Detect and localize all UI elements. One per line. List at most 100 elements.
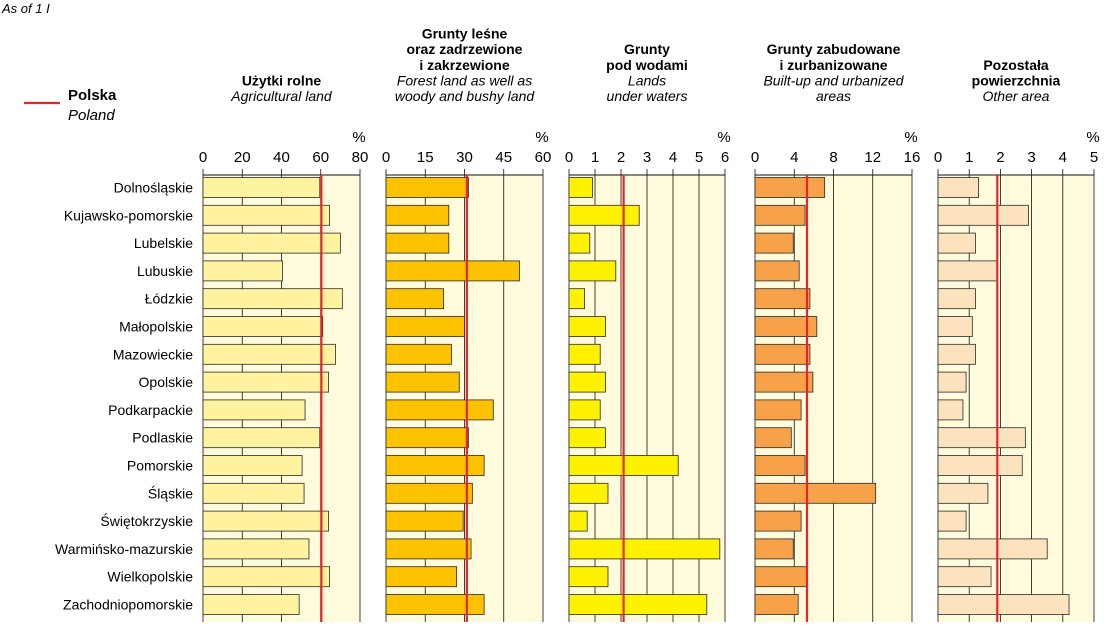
panel-subtitle: Built-up and urbanized bbox=[763, 72, 904, 88]
legend-title: Polska bbox=[68, 87, 117, 104]
bar-3-4 bbox=[568, 260, 617, 282]
bar-4-9 bbox=[754, 399, 802, 421]
bar-2-15 bbox=[385, 566, 458, 588]
bar-5-8 bbox=[937, 371, 967, 393]
bar-1-15 bbox=[202, 566, 330, 588]
tick-label: 45 bbox=[495, 149, 512, 166]
region-label: Świętokrzyskie bbox=[100, 512, 193, 529]
tick-label: 20 bbox=[234, 149, 251, 166]
unit-label: % bbox=[717, 129, 730, 146]
bar-1-2 bbox=[202, 204, 330, 226]
bar-3-10 bbox=[568, 427, 606, 449]
region-label: Łódzkie bbox=[145, 291, 193, 307]
panel-subtitle: Agricultural land bbox=[230, 88, 333, 104]
tick-label: 4 bbox=[790, 149, 798, 166]
panel-subtitle: Forest land as well as bbox=[397, 72, 532, 88]
tick-label: 2 bbox=[617, 149, 625, 166]
bar-5-9 bbox=[937, 399, 964, 421]
bar-2-12 bbox=[385, 482, 473, 504]
panel-subtitle: areas bbox=[816, 88, 851, 104]
bar-1-3 bbox=[202, 232, 341, 254]
panel-title: Grunty zabudowane bbox=[767, 41, 901, 57]
region-label: Małopolskie bbox=[119, 319, 193, 335]
bar-1-1 bbox=[202, 177, 321, 198]
bar-3-9 bbox=[568, 399, 601, 421]
unit-label: % bbox=[352, 129, 365, 146]
bar-5-4 bbox=[937, 260, 998, 282]
panel-title: Użytki rolne bbox=[242, 72, 322, 88]
bar-1-13 bbox=[202, 510, 329, 532]
tick-label: 60 bbox=[535, 149, 552, 166]
bar-2-3 bbox=[385, 232, 450, 254]
bar-4-5 bbox=[754, 288, 811, 310]
bar-3-7 bbox=[568, 343, 601, 365]
tick-label: 3 bbox=[1027, 149, 1035, 166]
panel-title: i zakrzewione bbox=[419, 57, 509, 73]
bar-3-8 bbox=[568, 371, 606, 393]
region-label: Lubelskie bbox=[134, 235, 193, 251]
bar-4-2 bbox=[754, 204, 806, 226]
region-label: Dolnośląskie bbox=[114, 180, 194, 196]
bar-5-12 bbox=[937, 482, 989, 504]
unit-label: % bbox=[1086, 129, 1099, 146]
tick-label: 2 bbox=[996, 149, 1004, 166]
tick-label: 5 bbox=[1090, 149, 1098, 166]
tick-label: 0 bbox=[382, 149, 390, 166]
bar-3-12 bbox=[568, 482, 609, 504]
tick-label: 30 bbox=[456, 149, 473, 166]
bar-2-5 bbox=[385, 288, 444, 310]
bar-1-7 bbox=[202, 343, 336, 365]
panel-title: Grunty leśne bbox=[422, 26, 508, 42]
bar-5-1 bbox=[937, 177, 979, 198]
bar-2-8 bbox=[385, 371, 460, 393]
bar-1-4 bbox=[202, 260, 283, 282]
bar-5-11 bbox=[937, 455, 1023, 476]
bar-3-1 bbox=[568, 177, 593, 198]
legend-subtitle: Poland bbox=[68, 107, 115, 124]
bar-4-6 bbox=[754, 316, 818, 337]
bar-1-9 bbox=[202, 399, 306, 421]
tick-label: 5 bbox=[695, 149, 703, 166]
unit-label: % bbox=[535, 129, 548, 146]
bar-3-14 bbox=[568, 538, 721, 560]
region-label: Warmińsko-mazurskie bbox=[55, 541, 193, 557]
region-label: Lubuskie bbox=[137, 263, 193, 279]
bar-5-2 bbox=[937, 204, 1029, 226]
region-label: Kujawsko-pomorskie bbox=[64, 207, 193, 223]
tick-label: 0 bbox=[751, 149, 759, 166]
bar-3-6 bbox=[568, 316, 606, 337]
tick-label: 60 bbox=[312, 149, 329, 166]
bar-4-1 bbox=[754, 177, 826, 198]
bar-4-8 bbox=[754, 371, 814, 393]
bar-1-14 bbox=[202, 538, 310, 560]
panel-title: i zurbanizowane bbox=[779, 57, 887, 73]
region-label: Zachodniopomorskie bbox=[63, 597, 193, 613]
region-label: Opolskie bbox=[139, 374, 194, 390]
tick-label: 40 bbox=[273, 149, 290, 166]
tick-label: 0 bbox=[199, 149, 207, 166]
bar-3-13 bbox=[568, 510, 588, 532]
panel-title: Grunty bbox=[624, 41, 670, 57]
bar-4-3 bbox=[754, 232, 794, 254]
tick-label: 4 bbox=[1059, 149, 1067, 166]
panel-title: Pozostała bbox=[983, 57, 1049, 73]
bar-5-10 bbox=[937, 427, 1026, 449]
bar-2-4 bbox=[385, 260, 520, 282]
bar-4-12 bbox=[754, 482, 877, 504]
bar-5-16 bbox=[937, 594, 1070, 615]
region-label: Podlaskie bbox=[132, 430, 193, 446]
bar-2-9 bbox=[385, 399, 494, 421]
bar-5-7 bbox=[937, 343, 976, 365]
bar-2-2 bbox=[385, 204, 450, 226]
bar-4-7 bbox=[754, 343, 811, 365]
tick-label: 6 bbox=[721, 149, 729, 166]
region-label: Wielkopolskie bbox=[107, 569, 193, 585]
bar-2-13 bbox=[385, 510, 464, 532]
bar-1-12 bbox=[202, 482, 305, 504]
region-label: Podkarpackie bbox=[108, 402, 193, 418]
bar-2-11 bbox=[385, 455, 485, 476]
tick-label: 0 bbox=[565, 149, 573, 166]
